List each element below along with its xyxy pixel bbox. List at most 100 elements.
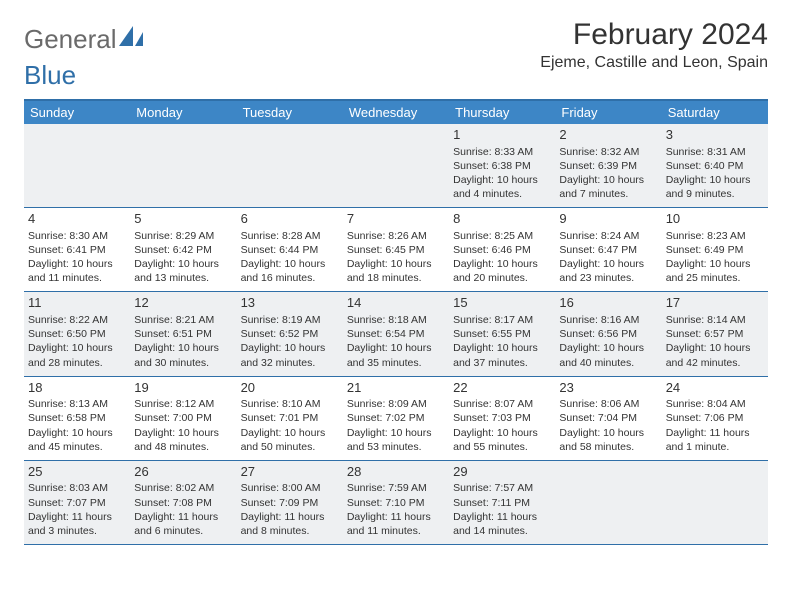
- daylight-text: Daylight: 10 hours and 45 minutes.: [28, 426, 126, 454]
- daylight-text: Daylight: 10 hours and 42 minutes.: [666, 341, 764, 369]
- daylight-text: Daylight: 10 hours and 25 minutes.: [666, 257, 764, 285]
- day-header: Thursday: [449, 101, 555, 124]
- sunrise-text: Sunrise: 8:02 AM: [134, 481, 232, 495]
- day-number: 19: [134, 379, 232, 397]
- day-number: 18: [28, 379, 126, 397]
- daylight-text: Daylight: 10 hours and 55 minutes.: [453, 426, 551, 454]
- sunset-text: Sunset: 7:03 PM: [453, 411, 551, 425]
- day-number: 22: [453, 379, 551, 397]
- daylight-text: Daylight: 10 hours and 32 minutes.: [241, 341, 339, 369]
- sunset-text: Sunset: 6:49 PM: [666, 243, 764, 257]
- day-cell: 11Sunrise: 8:22 AMSunset: 6:50 PMDayligh…: [24, 292, 130, 375]
- day-number: 2: [559, 126, 657, 144]
- sunrise-text: Sunrise: 8:31 AM: [666, 145, 764, 159]
- sunrise-text: Sunrise: 8:16 AM: [559, 313, 657, 327]
- day-cell: 19Sunrise: 8:12 AMSunset: 7:00 PMDayligh…: [130, 377, 236, 460]
- day-cell: 9Sunrise: 8:24 AMSunset: 6:47 PMDaylight…: [555, 208, 661, 291]
- day-cell: 22Sunrise: 8:07 AMSunset: 7:03 PMDayligh…: [449, 377, 555, 460]
- day-number: 8: [453, 210, 551, 228]
- sunrise-text: Sunrise: 8:21 AM: [134, 313, 232, 327]
- sunset-text: Sunset: 6:52 PM: [241, 327, 339, 341]
- daylight-text: Daylight: 10 hours and 58 minutes.: [559, 426, 657, 454]
- day-header: Saturday: [662, 101, 768, 124]
- week-row: 18Sunrise: 8:13 AMSunset: 6:58 PMDayligh…: [24, 377, 768, 461]
- daylight-text: Daylight: 11 hours and 14 minutes.: [453, 510, 551, 538]
- sunrise-text: Sunrise: 8:24 AM: [559, 229, 657, 243]
- day-cell: [343, 124, 449, 207]
- daylight-text: Daylight: 11 hours and 1 minute.: [666, 426, 764, 454]
- day-cell: 23Sunrise: 8:06 AMSunset: 7:04 PMDayligh…: [555, 377, 661, 460]
- day-number: 12: [134, 294, 232, 312]
- logo-word2: Blue: [24, 60, 76, 91]
- day-number: 24: [666, 379, 764, 397]
- sunset-text: Sunset: 6:41 PM: [28, 243, 126, 257]
- sunset-text: Sunset: 6:44 PM: [241, 243, 339, 257]
- sunset-text: Sunset: 6:47 PM: [559, 243, 657, 257]
- daylight-text: Daylight: 10 hours and 30 minutes.: [134, 341, 232, 369]
- day-header-row: Sunday Monday Tuesday Wednesday Thursday…: [24, 101, 768, 124]
- sunrise-text: Sunrise: 8:32 AM: [559, 145, 657, 159]
- day-header: Friday: [555, 101, 661, 124]
- day-number: 23: [559, 379, 657, 397]
- sunset-text: Sunset: 6:50 PM: [28, 327, 126, 341]
- daylight-text: Daylight: 10 hours and 37 minutes.: [453, 341, 551, 369]
- day-cell: 1Sunrise: 8:33 AMSunset: 6:38 PMDaylight…: [449, 124, 555, 207]
- daylight-text: Daylight: 10 hours and 28 minutes.: [28, 341, 126, 369]
- sunrise-text: Sunrise: 8:07 AM: [453, 397, 551, 411]
- day-number: 14: [347, 294, 445, 312]
- sail-icon: [119, 24, 145, 55]
- day-number: 17: [666, 294, 764, 312]
- day-header: Wednesday: [343, 101, 449, 124]
- day-cell: 14Sunrise: 8:18 AMSunset: 6:54 PMDayligh…: [343, 292, 449, 375]
- sunrise-text: Sunrise: 8:12 AM: [134, 397, 232, 411]
- day-number: 1: [453, 126, 551, 144]
- sunset-text: Sunset: 6:54 PM: [347, 327, 445, 341]
- sunset-text: Sunset: 7:11 PM: [453, 496, 551, 510]
- day-cell: 21Sunrise: 8:09 AMSunset: 7:02 PMDayligh…: [343, 377, 449, 460]
- day-cell: 2Sunrise: 8:32 AMSunset: 6:39 PMDaylight…: [555, 124, 661, 207]
- logo: General: [24, 24, 145, 55]
- day-number: 7: [347, 210, 445, 228]
- day-cell: 4Sunrise: 8:30 AMSunset: 6:41 PMDaylight…: [24, 208, 130, 291]
- sunset-text: Sunset: 7:02 PM: [347, 411, 445, 425]
- day-cell: 20Sunrise: 8:10 AMSunset: 7:01 PMDayligh…: [237, 377, 343, 460]
- day-cell: 17Sunrise: 8:14 AMSunset: 6:57 PMDayligh…: [662, 292, 768, 375]
- day-cell: 28Sunrise: 7:59 AMSunset: 7:10 PMDayligh…: [343, 461, 449, 544]
- sunrise-text: Sunrise: 8:25 AM: [453, 229, 551, 243]
- sunrise-text: Sunrise: 8:23 AM: [666, 229, 764, 243]
- sunset-text: Sunset: 7:07 PM: [28, 496, 126, 510]
- daylight-text: Daylight: 10 hours and 13 minutes.: [134, 257, 232, 285]
- day-cell: 24Sunrise: 8:04 AMSunset: 7:06 PMDayligh…: [662, 377, 768, 460]
- day-cell: 6Sunrise: 8:28 AMSunset: 6:44 PMDaylight…: [237, 208, 343, 291]
- sunset-text: Sunset: 7:10 PM: [347, 496, 445, 510]
- day-cell: 7Sunrise: 8:26 AMSunset: 6:45 PMDaylight…: [343, 208, 449, 291]
- sunrise-text: Sunrise: 8:22 AM: [28, 313, 126, 327]
- day-number: 29: [453, 463, 551, 481]
- sunrise-text: Sunrise: 8:28 AM: [241, 229, 339, 243]
- day-cell: 15Sunrise: 8:17 AMSunset: 6:55 PMDayligh…: [449, 292, 555, 375]
- sunrise-text: Sunrise: 7:57 AM: [453, 481, 551, 495]
- sunset-text: Sunset: 7:09 PM: [241, 496, 339, 510]
- month-title: February 2024: [540, 18, 768, 52]
- sunset-text: Sunset: 7:00 PM: [134, 411, 232, 425]
- sunrise-text: Sunrise: 8:09 AM: [347, 397, 445, 411]
- sunset-text: Sunset: 6:56 PM: [559, 327, 657, 341]
- day-number: 20: [241, 379, 339, 397]
- daylight-text: Daylight: 10 hours and 35 minutes.: [347, 341, 445, 369]
- sunset-text: Sunset: 6:58 PM: [28, 411, 126, 425]
- day-cell: 8Sunrise: 8:25 AMSunset: 6:46 PMDaylight…: [449, 208, 555, 291]
- sunset-text: Sunset: 6:55 PM: [453, 327, 551, 341]
- sunset-text: Sunset: 6:38 PM: [453, 159, 551, 173]
- sunset-text: Sunset: 6:45 PM: [347, 243, 445, 257]
- sunrise-text: Sunrise: 8:00 AM: [241, 481, 339, 495]
- sunrise-text: Sunrise: 8:19 AM: [241, 313, 339, 327]
- day-header: Monday: [130, 101, 236, 124]
- daylight-text: Daylight: 11 hours and 11 minutes.: [347, 510, 445, 538]
- day-number: 9: [559, 210, 657, 228]
- day-number: 5: [134, 210, 232, 228]
- day-cell: 12Sunrise: 8:21 AMSunset: 6:51 PMDayligh…: [130, 292, 236, 375]
- logo-word1: General: [24, 24, 117, 55]
- day-cell: [555, 461, 661, 544]
- day-number: 13: [241, 294, 339, 312]
- day-header: Tuesday: [237, 101, 343, 124]
